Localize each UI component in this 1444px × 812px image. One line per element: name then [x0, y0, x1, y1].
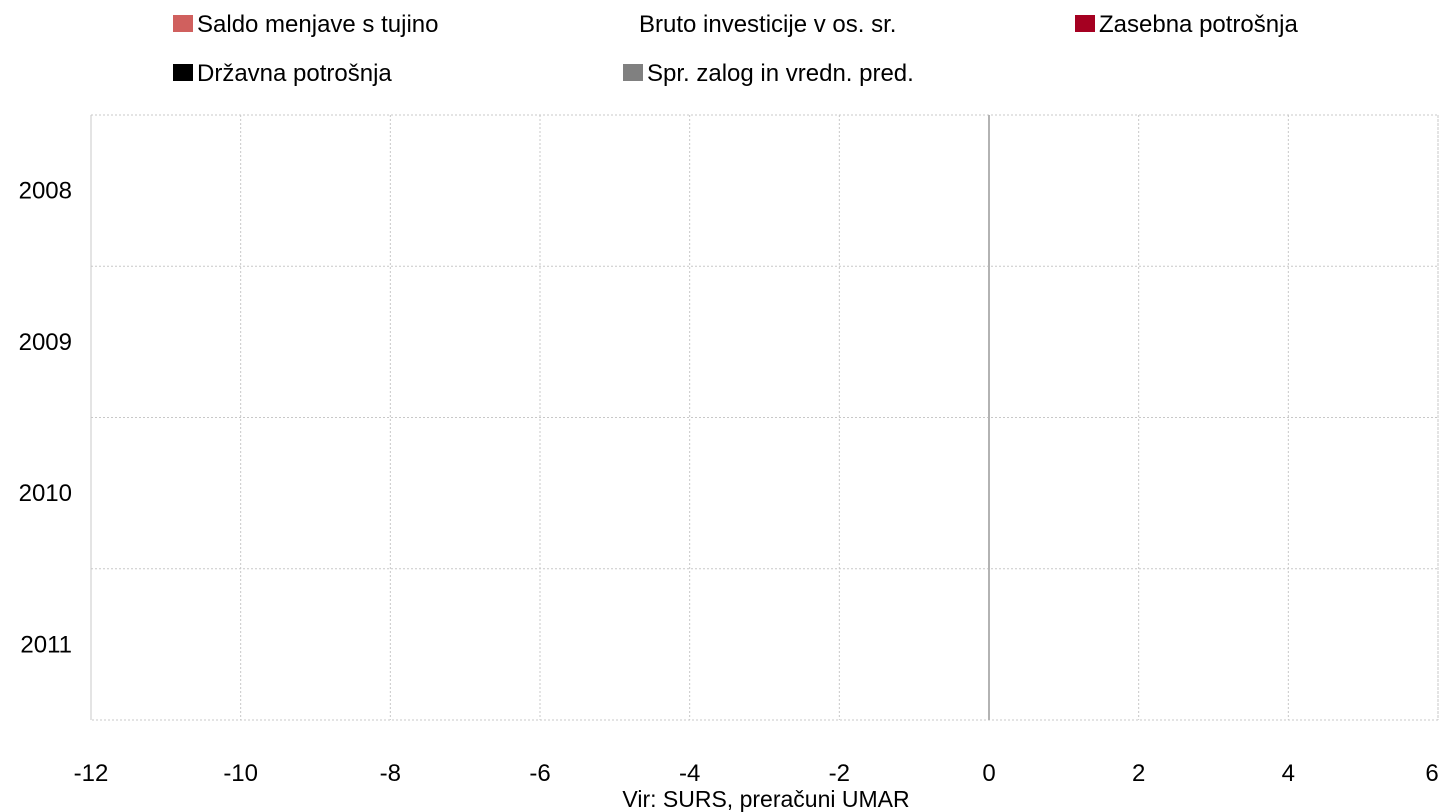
- x-tick-label: -12: [74, 760, 109, 787]
- legend-swatch: [615, 15, 635, 32]
- x-tick-label: -2: [829, 760, 850, 787]
- source-note: Vir: SURS, preračuni UMAR: [622, 786, 909, 812]
- y-tick-label: 2011: [20, 631, 72, 658]
- x-tick-label: 6: [1425, 760, 1438, 787]
- x-tick-label: -8: [380, 760, 401, 787]
- x-axis-labels: -12 -10 -8 -6 -4 -2 0 2 4 6: [74, 760, 1439, 787]
- y-tick-label: 2008: [19, 178, 72, 205]
- legend-label: Spr. zalog in vredn. pred.: [647, 60, 914, 87]
- y-axis-labels: 2008 2009 2010 2011: [19, 178, 72, 659]
- legend-item: Zasebna potrošnja: [1075, 11, 1298, 38]
- y-tick-label: 2009: [19, 329, 72, 356]
- grid: [90, 114, 1439, 721]
- legend-label: Zasebna potrošnja: [1099, 11, 1298, 38]
- x-tick-label: -4: [679, 760, 700, 787]
- x-tick-label: 2: [1132, 760, 1145, 787]
- legend-label: Bruto investicije v os. sr.: [639, 11, 896, 38]
- x-tick-label: -10: [223, 760, 258, 787]
- legend-label: Državna potrošnja: [197, 60, 392, 87]
- legend-swatch: [623, 64, 643, 81]
- legend-label: Saldo menjave s tujino: [197, 11, 438, 38]
- legend-swatch: [173, 15, 193, 32]
- legend-item: Saldo menjave s tujino: [173, 11, 438, 38]
- y-tick-label: 2010: [19, 480, 72, 507]
- legend: Saldo menjave s tujino Bruto investicije …: [173, 11, 1298, 87]
- x-tick-label: 0: [982, 760, 995, 787]
- legend-item: Bruto investicije v os. sr.: [615, 11, 896, 38]
- legend-item: Državna potrošnja: [173, 60, 392, 87]
- legend-swatch: [1075, 15, 1095, 32]
- legend-swatch: [173, 64, 193, 81]
- x-tick-label: -6: [529, 760, 550, 787]
- x-tick-label: 4: [1282, 760, 1295, 787]
- legend-item: Spr. zalog in vredn. pred.: [623, 60, 914, 87]
